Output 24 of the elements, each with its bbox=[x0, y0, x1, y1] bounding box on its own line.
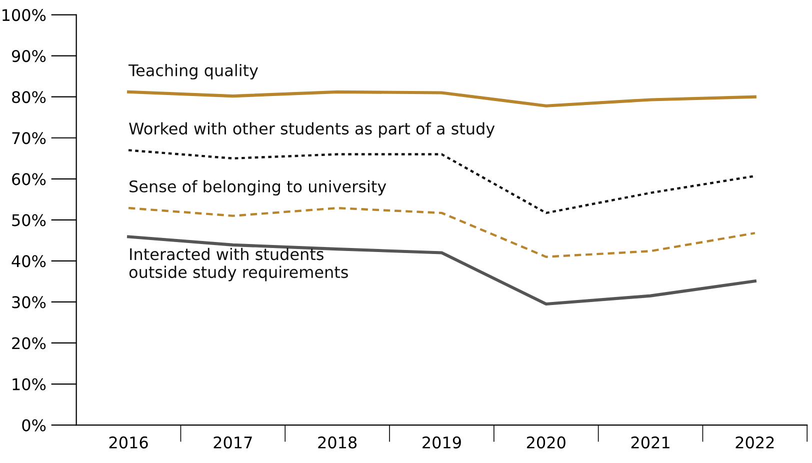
y-tick-label: 70% bbox=[12, 132, 46, 144]
x-tick-label: 2022 bbox=[736, 436, 774, 449]
x-tick-label: 2018 bbox=[318, 436, 357, 449]
series-label: Sense of belonging to university bbox=[130, 180, 386, 196]
x-tick-label: 2020 bbox=[526, 436, 566, 449]
y-tick-label: 90% bbox=[12, 50, 46, 62]
y-tick-label: 60% bbox=[12, 173, 46, 186]
x-tick-label: 2019 bbox=[422, 436, 461, 449]
x-tick-label: 2016 bbox=[109, 436, 148, 449]
series-label: Interacted with students outside study requirements bbox=[129, 248, 348, 282]
x-tick-label: 2017 bbox=[214, 436, 252, 449]
series-label: Worked with other students as part of a study bbox=[129, 122, 495, 138]
y-tick-label: 100% bbox=[2, 9, 46, 22]
y-tick-label: 30% bbox=[12, 296, 46, 308]
y-tick-label: 80% bbox=[12, 91, 46, 104]
x-tick-label: 2021 bbox=[631, 436, 670, 449]
line-series bbox=[127, 235, 756, 306]
y-tick-label: 20% bbox=[12, 337, 46, 350]
series-label: Teaching quality bbox=[128, 64, 258, 80]
y-tick-label: 0% bbox=[22, 419, 46, 432]
line-series bbox=[127, 90, 756, 108]
y-tick-label: 10% bbox=[12, 378, 46, 390]
y-tick-label: 50% bbox=[12, 214, 46, 226]
y-tick-label: 40% bbox=[12, 255, 46, 268]
